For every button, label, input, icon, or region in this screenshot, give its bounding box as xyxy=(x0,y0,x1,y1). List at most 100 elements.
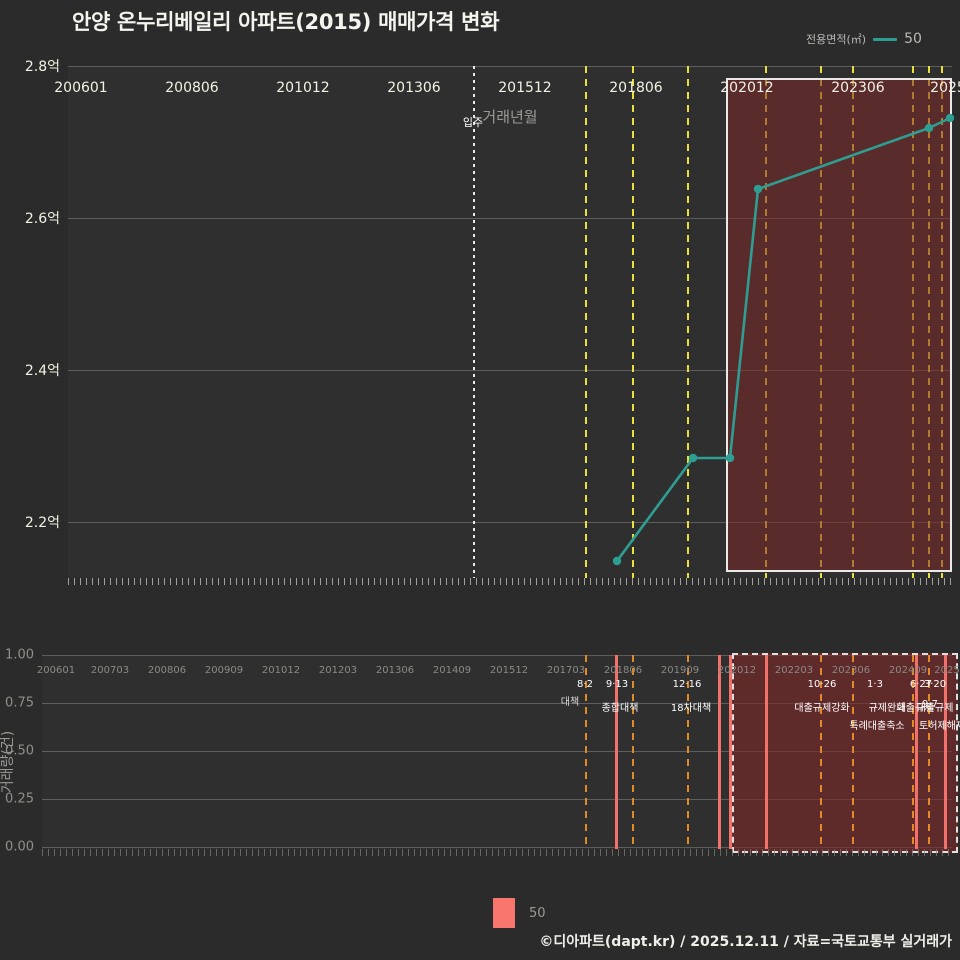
vol-xtick-13: 202203 xyxy=(774,665,814,676)
policy-line-bottom-6 xyxy=(912,655,914,849)
page-title: 안양 온누리베일리 아파트(2015) 매매가격 변화 xyxy=(72,10,500,34)
price-point xyxy=(688,453,698,463)
vol-ytick-3: 0.75 xyxy=(5,695,34,711)
price-xtick-0: 200601 xyxy=(54,80,108,96)
policy-line-bottom-5 xyxy=(852,655,854,849)
legend-color-swatch xyxy=(493,898,515,928)
policy-line-top-2 xyxy=(632,66,634,578)
price-xtick-3: 201306 xyxy=(387,80,441,96)
policy-label-name-1: 종합대책 xyxy=(601,703,639,714)
price-chart-plot-area: 2.8억 2.6억 2.4억 2.2억 입주 xyxy=(25,59,960,585)
gridline-y3 xyxy=(68,522,952,523)
policy-label-date-2: 12·16 xyxy=(672,679,702,690)
price-xtick-8: 2025 xyxy=(930,80,960,96)
legend-value: 50 xyxy=(904,31,922,47)
move-in-line xyxy=(473,66,475,578)
vol-xtick-14: 202306 xyxy=(831,665,871,676)
policy-bar-1 xyxy=(615,655,618,849)
vol-xtick-9: 201703 xyxy=(546,665,586,676)
volume-chart-xaxis-ruler xyxy=(42,849,952,856)
price-point xyxy=(924,123,934,133)
vol-xtick-12: 202012 xyxy=(717,665,757,676)
vol-ytick-2: 0.50 xyxy=(5,743,34,759)
price-xtick-7: 202306 xyxy=(831,80,885,96)
legend-swatch-label: 50 xyxy=(529,905,546,921)
policy-label-name-5: 대출규제강화 xyxy=(794,703,850,714)
price-point xyxy=(725,453,735,463)
policy-label-date-10: 3·20 xyxy=(923,679,947,690)
policy-line-bottom-7 xyxy=(928,655,930,849)
policy-label-date-0: 8·2 xyxy=(577,679,593,690)
policy-label-name-7: 특례대출축소 xyxy=(849,721,905,732)
volume-yaxis-title: 거래량(건) xyxy=(0,730,17,794)
policy-bar-2 xyxy=(718,655,721,849)
vol-xtick-0: 200601 xyxy=(36,665,76,676)
policy-label-name-0: 대책 xyxy=(560,697,580,708)
vol-xtick-11: 201909 xyxy=(660,665,700,676)
policy-label-name-9: 대출규제 xyxy=(896,703,934,714)
policy-line-bottom-1 xyxy=(585,655,587,849)
vol-xtick-16: 2025 xyxy=(934,665,960,676)
price-ytick-2: 2.4억 xyxy=(24,363,60,379)
vol-xtick-3: 200909 xyxy=(204,665,244,676)
footer-credit: ©디아파트(dapt.kr) / 2025.12.11 / 자료=국토교통부 실… xyxy=(539,934,952,950)
policy-bar-5 xyxy=(915,655,918,849)
gridline-y2 xyxy=(68,370,952,371)
policy-bar-4 xyxy=(765,655,768,849)
move-in-label: 입주 xyxy=(462,116,484,129)
vol-gridline-4 xyxy=(42,655,952,656)
policy-label-date-1: 9·13 xyxy=(605,679,629,690)
policy-label-date-7: 9·7 xyxy=(922,699,938,710)
vol-ytick-4: 1.00 xyxy=(5,647,34,663)
price-ytick-1: 2.6억 xyxy=(24,211,60,227)
policy-bar-6 xyxy=(944,655,947,849)
price-series-svg xyxy=(612,113,955,566)
policy-label-name-10: 대출규제 xyxy=(916,703,954,714)
vol-xtick-5: 201203 xyxy=(318,665,358,676)
vol-gridline-2 xyxy=(42,751,952,752)
policy-line-bottom-2 xyxy=(632,655,634,849)
policy-label-date-6: 1·3 xyxy=(867,679,883,690)
vol-xtick-1: 200703 xyxy=(90,665,130,676)
policy-label-date-9: 6·27 xyxy=(909,679,933,690)
vol-xtick-2: 200806 xyxy=(147,665,187,676)
price-series-line xyxy=(615,116,952,563)
price-xtick-5: 201806 xyxy=(609,80,663,96)
vol-xtick-7: 201409 xyxy=(432,665,472,676)
price-point xyxy=(612,556,622,566)
price-chart-xaxis-ruler xyxy=(68,578,952,585)
price-chart-highlight-region xyxy=(726,78,952,572)
policy-label-name-6: 규제완화 xyxy=(868,703,906,714)
volume-chart-plot-area: 1.00 0.75 0.50 0.25 0.00 8·2 9·13 12·16 … xyxy=(5,648,960,856)
price-point xyxy=(753,184,763,194)
legend-title: 전용면적(㎡) xyxy=(806,33,867,46)
price-xaxis-title: 거래년월 xyxy=(482,108,538,126)
vol-ytick-0: 0.00 xyxy=(5,839,34,855)
price-xtick-4: 201512 xyxy=(498,80,552,96)
price-xtick-6: 202012 xyxy=(720,80,774,96)
price-xtick-1: 200806 xyxy=(165,80,219,96)
vol-gridline-3 xyxy=(42,703,952,704)
policy-line-bottom-4 xyxy=(820,655,822,849)
price-xtick-2: 201012 xyxy=(276,80,330,96)
price-ytick-0: 2.8억 xyxy=(24,59,60,75)
price-ytick-3: 2.2억 xyxy=(24,515,60,531)
volume-chart-highlight-region xyxy=(732,653,958,853)
vol-xtick-10: 201806 xyxy=(603,665,643,676)
price-chart-legend: 전용면적(㎡) 50 xyxy=(806,31,922,47)
policy-line-top-3 xyxy=(687,66,689,578)
vol-ytick-1: 0.25 xyxy=(5,791,34,807)
vol-gridline-1 xyxy=(42,799,952,800)
policy-bar-3 xyxy=(729,655,732,849)
vol-gridline-0 xyxy=(42,847,952,848)
gridline-y1 xyxy=(68,218,952,219)
vol-xtick-4: 201012 xyxy=(261,665,301,676)
vol-xtick-8: 201512 xyxy=(489,665,529,676)
policy-label-name-2: 18차대책 xyxy=(670,703,712,714)
policy-line-bottom-3 xyxy=(687,655,689,849)
policy-label-name-8: 토허제해제 xyxy=(919,721,960,732)
policy-line-top-1 xyxy=(585,66,587,578)
gridline-y0 xyxy=(68,66,952,67)
legend-line-swatch xyxy=(873,37,898,41)
